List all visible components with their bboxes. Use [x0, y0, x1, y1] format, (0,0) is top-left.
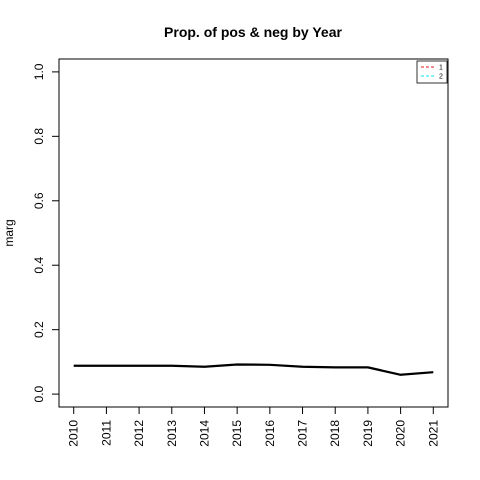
y-tick-label: 0.2: [32, 321, 46, 338]
y-tick-label: 0.0: [32, 385, 46, 402]
series-layer: [73, 363, 434, 376]
x-tick-label: 2016: [263, 420, 277, 447]
y-tick-label: 0.8: [32, 128, 46, 145]
x-tick-label: 2020: [394, 420, 408, 447]
y-tick-label: 0.6: [32, 192, 46, 209]
x-tick-label: 2017: [296, 420, 310, 447]
y-axis-label: marg: [2, 219, 16, 246]
x-tick-label: 2018: [328, 420, 342, 447]
x-tick-label: 2021: [426, 420, 440, 447]
x-axis: 2010 2011 2012 2013 2014 2015 2016 2017 2018 2019…: [67, 406, 440, 447]
x-tick-label: 2010: [67, 420, 81, 447]
x-tick-label: 2012: [132, 420, 146, 447]
y-axis: 0.0 0.2 0.4 0.6 0.8 1.0: [32, 63, 60, 402]
x-tick-label: 2013: [165, 420, 179, 447]
x-tick-label: 2019: [361, 420, 375, 447]
chart-title: Prop. of pos & neg by Year: [164, 24, 342, 40]
legend-label: 2: [439, 74, 443, 81]
legend-label: 1: [439, 65, 443, 72]
x-tick-label: 2015: [230, 420, 244, 447]
y-tick-label: 0.4: [32, 257, 46, 274]
y-tick-label: 1.0: [32, 63, 46, 80]
legend-box: [416, 60, 448, 84]
legend: 12: [416, 60, 448, 84]
series-line: [73, 363, 434, 376]
x-tick-label: 2011: [99, 420, 113, 446]
x-tick-label: 2014: [197, 420, 211, 447]
